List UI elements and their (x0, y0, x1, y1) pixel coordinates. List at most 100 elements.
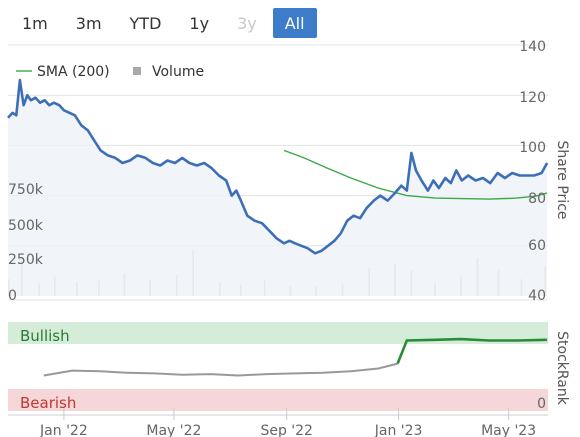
bullish-label: Bullish (20, 327, 70, 345)
volume-tick-750k: 750k (8, 182, 44, 198)
share-price-point (80, 124, 82, 126)
share-price-point (203, 162, 205, 164)
share-price-point (352, 215, 354, 217)
share-price-point (474, 179, 476, 181)
x-axis-ticks: Jan '22 May '22 Sep '22 Jan '23 May '23 (39, 408, 536, 437)
share-price-point (246, 215, 248, 217)
stockrank-axis-title: StockRank (554, 331, 570, 406)
x-tick-label: May '23 (481, 423, 536, 437)
share-price-line (7, 78, 549, 255)
share-price-point (320, 250, 322, 252)
share-price-point (107, 154, 109, 156)
share-price-point (99, 149, 101, 151)
share-price-point (48, 104, 50, 106)
share-price-point (444, 177, 446, 179)
share-price-point (489, 182, 491, 184)
share-price-point (438, 187, 440, 189)
share-price-point (314, 252, 316, 254)
share-price-point (93, 139, 95, 141)
volume-tick-0: 0 (8, 288, 17, 304)
range-selector: 1m 3m YTD 1y 3y All (10, 8, 321, 38)
share-price-point (181, 157, 183, 159)
price-tick-140: 140 (519, 39, 546, 55)
share-price-point (196, 164, 198, 166)
volume-legend-swatch (133, 67, 141, 75)
bearish-band (8, 389, 548, 411)
share-price-point (7, 117, 9, 119)
share-price-point (410, 152, 412, 154)
stockrank-tick-0: 0 (537, 396, 546, 412)
range-button-3y: 3y (237, 13, 257, 33)
share-price-point (518, 174, 520, 176)
share-price-point (526, 174, 528, 176)
share-price-point (359, 217, 361, 219)
x-tick-label: Sep '22 (260, 423, 313, 437)
share-price-point (333, 240, 335, 242)
price-tick-60: 60 (528, 238, 546, 254)
share-price-point (231, 194, 233, 196)
share-price-point (261, 222, 263, 224)
share-price-point (58, 104, 60, 106)
share-price-point (144, 157, 146, 159)
range-button-ytd[interactable]: YTD (129, 13, 162, 33)
price-tick-40: 40 (528, 288, 546, 304)
volume-tick-500k: 500k (8, 218, 44, 234)
sma-200-line (283, 149, 548, 200)
share-price-point (327, 245, 329, 247)
volume-tick-250k: 250k (8, 252, 44, 268)
share-price-point (136, 154, 138, 156)
share-price-point (496, 172, 498, 174)
share-price-point (22, 104, 24, 106)
share-price-point (432, 179, 434, 181)
range-button-1m[interactable]: 1m (22, 13, 48, 33)
share-price-point (467, 174, 469, 176)
share-price-point (240, 199, 242, 201)
share-price-point (450, 182, 452, 184)
share-price-point (379, 194, 381, 196)
share-price-point (275, 237, 277, 239)
share-price-point (34, 97, 36, 99)
price-tick-100: 100 (519, 140, 546, 156)
share-price-point (159, 164, 161, 166)
volume-legend-label: Volume (152, 64, 204, 80)
x-tick-label: May '22 (146, 423, 201, 437)
share-price-point (288, 240, 290, 242)
share-price-point (300, 245, 302, 247)
share-price-point (533, 174, 535, 176)
share-price-point (210, 167, 212, 169)
share-price-point (504, 177, 506, 179)
share-price-point (87, 129, 89, 131)
share-price-point (373, 199, 375, 201)
range-button-1y[interactable]: 1y (189, 13, 210, 33)
share-price-point (340, 232, 342, 234)
bullish-band (8, 322, 548, 344)
share-price-point (386, 199, 388, 201)
price-tick-120: 120 (519, 90, 546, 106)
price-tick-80: 80 (528, 191, 546, 207)
share-price-point (44, 99, 46, 101)
chart-legend: SMA (200) Volume (16, 64, 204, 80)
price-axis: 140 120 100 80 60 40 Share Price (519, 39, 570, 304)
price-area-fill (8, 80, 548, 296)
share-price-point (15, 114, 17, 116)
share-price-point (74, 114, 76, 116)
share-price-point (218, 174, 220, 176)
price-axis-title: Share Price (554, 140, 570, 219)
share-price-point (307, 247, 309, 249)
bearish-label: Bearish (20, 394, 76, 412)
share-price-point (283, 242, 285, 244)
share-price-point (420, 179, 422, 181)
share-price-point (174, 162, 176, 164)
share-price-point (268, 230, 270, 232)
share-price-point (294, 242, 296, 244)
share-price-point (26, 94, 28, 96)
share-price-point (225, 179, 227, 181)
share-price-point (53, 102, 55, 104)
sma-legend-label: SMA (200) (37, 64, 110, 80)
share-price-point (114, 157, 116, 159)
share-price-point (63, 109, 65, 111)
range-button-3m[interactable]: 3m (75, 13, 102, 33)
share-price-point (188, 162, 190, 164)
range-button-all[interactable]: All (272, 8, 317, 38)
